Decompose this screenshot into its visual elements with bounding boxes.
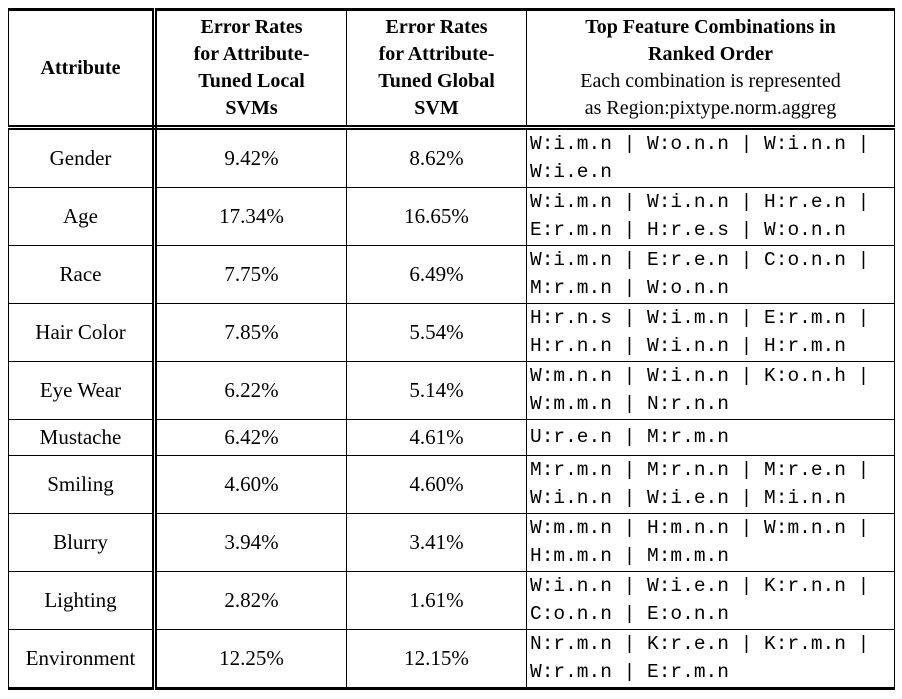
header-combos-subtitle: Each combination is represented as Regio… bbox=[580, 70, 841, 119]
feature-combos-cell: M:r.m.n | M:r.n.n | M:r.e.n | W:i.n.n | … bbox=[526, 455, 895, 514]
global-svm-error-cell: 5.54% bbox=[346, 303, 527, 362]
header-row: Attribute Error Rates for Attribute- Tun… bbox=[8, 9, 895, 130]
feature-combos-cell: U:r.e.n | M:r.m.n bbox=[526, 419, 895, 456]
attribute-cell: Age bbox=[8, 187, 157, 246]
attribute-cell: Smiling bbox=[8, 455, 157, 514]
results-table-wrapper: Attribute Error Rates for Attribute- Tun… bbox=[8, 8, 895, 690]
attribute-cell: Environment bbox=[8, 629, 157, 689]
table-row: Age 17.34% 16.65% W:i.m.n | W:i.n.n | H:… bbox=[8, 187, 895, 246]
feature-combos-cell: W:m.n.n | W:i.n.n | K:o.n.h | W:m.m.n | … bbox=[526, 361, 895, 420]
local-svm-error-cell: 6.22% bbox=[154, 361, 347, 420]
feature-combos-cell: W:i.n.n | W:i.e.n | K:r.n.n | C:o.n.n | … bbox=[526, 571, 895, 630]
global-svm-error-cell: 16.65% bbox=[346, 187, 527, 246]
global-svm-error-cell: 3.41% bbox=[346, 513, 527, 572]
table-row: Environment 12.25% 12.15% N:r.m.n | K:r.… bbox=[8, 629, 895, 689]
global-svm-error-cell: 5.14% bbox=[346, 361, 527, 420]
table-row: Eye Wear 6.22% 5.14% W:m.n.n | W:i.n.n |… bbox=[8, 361, 895, 420]
local-svm-error-cell: 4.60% bbox=[154, 455, 347, 514]
header-attribute: Attribute bbox=[8, 9, 157, 130]
feature-combos-cell: N:r.m.n | K:r.e.n | K:r.m.n | W:r.m.n | … bbox=[526, 629, 895, 689]
table-row: Mustache 6.42% 4.61% U:r.e.n | M:r.m.n bbox=[8, 419, 895, 456]
header-local-svm-error: Error Rates for Attribute- Tuned Local S… bbox=[154, 9, 347, 130]
svm-error-rates-table: Attribute Error Rates for Attribute- Tun… bbox=[8, 8, 895, 690]
local-svm-error-cell: 6.42% bbox=[154, 419, 347, 456]
attribute-cell: Hair Color bbox=[8, 303, 157, 362]
attribute-cell: Race bbox=[8, 245, 157, 304]
table-row: Hair Color 7.85% 5.54% H:r.n.s | W:i.m.n… bbox=[8, 303, 895, 362]
local-svm-error-cell: 12.25% bbox=[154, 629, 347, 689]
feature-combos-cell: W:m.m.n | H:m.n.n | W:m.n.n | H:m.m.n | … bbox=[526, 513, 895, 572]
local-svm-error-cell: 17.34% bbox=[154, 187, 347, 246]
attribute-cell: Lighting bbox=[8, 571, 157, 630]
attribute-cell: Blurry bbox=[8, 513, 157, 572]
table-header: Attribute Error Rates for Attribute- Tun… bbox=[8, 9, 895, 130]
header-feature-combos: Top Feature Combinations in Ranked Order… bbox=[526, 9, 895, 130]
table-body: Gender 9.42% 8.62% W:i.m.n | W:o.n.n | W… bbox=[8, 127, 895, 689]
table-row: Lighting 2.82% 1.61% W:i.n.n | W:i.e.n |… bbox=[8, 571, 895, 630]
table-row: Race 7.75% 6.49% W:i.m.n | E:r.e.n | C:o… bbox=[8, 245, 895, 304]
header-global-svm-error: Error Rates for Attribute- Tuned Global … bbox=[346, 9, 527, 130]
local-svm-error-cell: 9.42% bbox=[154, 127, 347, 188]
global-svm-error-cell: 4.60% bbox=[346, 455, 527, 514]
feature-combos-cell: W:i.m.n | W:o.n.n | W:i.n.n | W:i.e.n bbox=[526, 127, 895, 188]
global-svm-error-cell: 4.61% bbox=[346, 419, 527, 456]
local-svm-error-cell: 2.82% bbox=[154, 571, 347, 630]
attribute-cell: Gender bbox=[8, 127, 157, 188]
local-svm-error-cell: 7.85% bbox=[154, 303, 347, 362]
table-row: Gender 9.42% 8.62% W:i.m.n | W:o.n.n | W… bbox=[8, 127, 895, 188]
table-row: Blurry 3.94% 3.41% W:m.m.n | H:m.n.n | W… bbox=[8, 513, 895, 572]
global-svm-error-cell: 8.62% bbox=[346, 127, 527, 188]
local-svm-error-cell: 3.94% bbox=[154, 513, 347, 572]
feature-combos-cell: W:i.m.n | E:r.e.n | C:o.n.n | M:r.m.n | … bbox=[526, 245, 895, 304]
table-row: Smiling 4.60% 4.60% M:r.m.n | M:r.n.n | … bbox=[8, 455, 895, 514]
local-svm-error-cell: 7.75% bbox=[154, 245, 347, 304]
global-svm-error-cell: 12.15% bbox=[346, 629, 527, 689]
global-svm-error-cell: 6.49% bbox=[346, 245, 527, 304]
feature-combos-cell: H:r.n.s | W:i.m.n | E:r.m.n | H:r.n.n | … bbox=[526, 303, 895, 362]
attribute-cell: Mustache bbox=[8, 419, 157, 456]
header-combos-title: Top Feature Combinations in Ranked Order bbox=[585, 16, 836, 65]
global-svm-error-cell: 1.61% bbox=[346, 571, 527, 630]
feature-combos-cell: W:i.m.n | W:i.n.n | H:r.e.n | E:r.m.n | … bbox=[526, 187, 895, 246]
attribute-cell: Eye Wear bbox=[8, 361, 157, 420]
